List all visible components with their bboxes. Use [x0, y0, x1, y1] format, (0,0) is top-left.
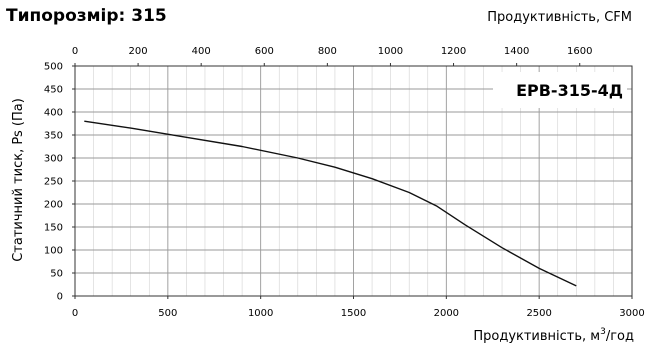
y-tick-label: 400 [44, 108, 63, 119]
curve-layer [84, 120, 577, 287]
top-tick-label: 400 [192, 46, 211, 57]
x-tick-label: 1000 [248, 308, 273, 319]
x-axis-ticks: 0 500 1000 1500 2000 2500 3000 [72, 296, 645, 319]
top-axis-label: Продуктивність, CFM [487, 10, 632, 25]
y-tick-label: 50 [50, 269, 63, 280]
top-tick-label: 200 [129, 46, 148, 57]
x-axis-label-tail: /год [606, 329, 634, 344]
y-tick-label: 100 [44, 246, 63, 257]
x-axis-label: Продуктивність, м3/год [473, 327, 634, 344]
y-tick-label: 450 [44, 85, 63, 96]
top-tick-label: 600 [255, 46, 274, 57]
y-tick-label: 150 [44, 223, 63, 234]
y-tick-label: 300 [44, 154, 63, 165]
top-tick-label: 1000 [378, 46, 403, 57]
y-axis-label: Статичний тиск, Ps (Па) [11, 98, 26, 262]
x-tick-label: 1500 [341, 308, 366, 319]
y-axis-ticks: 0 50 100 150 200 250 300 350 400 450 500 [44, 62, 75, 303]
top-tick-label: 1600 [567, 46, 592, 57]
model-label-background [493, 72, 627, 108]
y-tick-label: 0 [57, 292, 63, 303]
x-tick-label: 2000 [434, 308, 459, 319]
top-axis-ticks: 0 200 400 600 800 1000 1200 1400 1600 [72, 46, 592, 66]
top-tick-label: 800 [318, 46, 337, 57]
x-tick-label: 0 [72, 308, 78, 319]
x-axis-label-base: Продуктивність, м [473, 329, 600, 344]
top-tick-label: 0 [72, 46, 78, 57]
x-tick-label: 2500 [526, 308, 551, 319]
y-tick-label: 250 [44, 177, 63, 188]
series-line [84, 120, 577, 287]
model-label: EPB-315-4Д [516, 81, 623, 100]
y-tick-label: 500 [44, 62, 63, 73]
y-tick-label: 350 [44, 131, 63, 142]
x-tick-label: 3000 [619, 308, 644, 319]
top-tick-label: 1200 [441, 46, 466, 57]
top-tick-label: 1400 [504, 46, 529, 57]
chart-title: Типорозмір: 315 [6, 6, 167, 26]
x-axis-label-sup: 3 [600, 327, 606, 337]
y-tick-label: 200 [44, 200, 63, 211]
x-tick-label: 500 [158, 308, 177, 319]
